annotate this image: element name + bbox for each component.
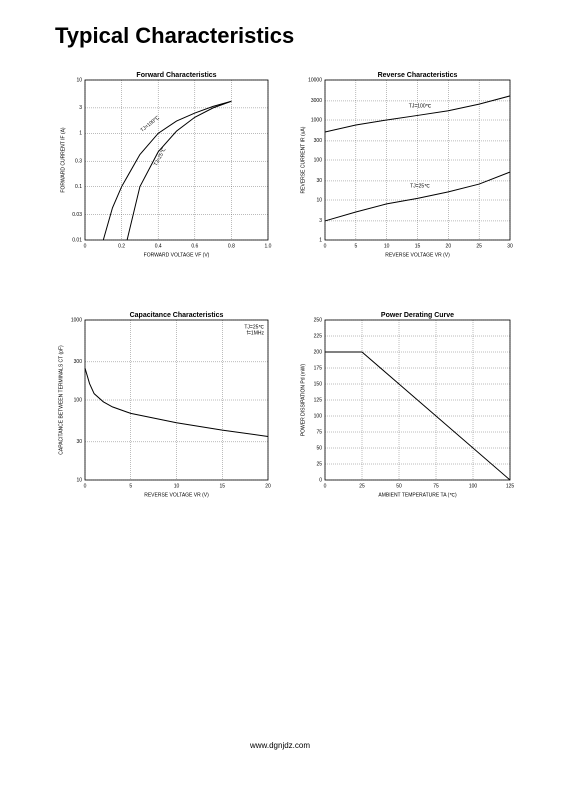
data-line [325,351,511,481]
x-axis-label: FORWARD VOLTAGE VF (V) [144,252,210,258]
x-tick-label: 0 [324,243,327,249]
y-tick-label: 10 [76,477,82,483]
data-line [126,100,232,241]
y-tick-label: 0.03 [72,212,82,218]
y-tick-label: 200 [314,349,323,355]
y-tick-label: 1 [319,237,322,243]
x-axis-label: REVERSE VOLTAGE VR (V) [144,492,209,498]
x-tick-label: 10 [174,483,180,489]
y-axis-label: REVERSE CURRENT IR (uA) [300,126,306,193]
annotation: f=1MHz [247,330,265,336]
plot-frame [84,79,269,241]
y-tick-label: 30 [316,178,322,184]
x-axis-label: REVERSE VOLTAGE VR (V) [385,252,450,258]
y-tick-label: 100 [314,413,323,419]
y-axis-label: FORWARD CURRENT IF (A) [60,127,66,193]
x-tick-label: 5 [129,483,132,489]
y-axis-label: CAPACITANCE BETWEEN TERMINALS CT (pF) [58,345,64,455]
y-tick-label: 10000 [308,77,322,83]
x-tick-label: 0 [324,483,327,489]
y-tick-label: 25 [316,461,322,467]
annotation: TJ=25℃ [244,324,264,330]
y-tick-label: 125 [314,397,323,403]
plot-frame [324,79,511,241]
x-tick-label: 10 [384,243,390,249]
y-tick-label: 75 [316,429,322,435]
y-tick-label: 3000 [311,98,322,104]
y-tick-label: 3 [79,105,82,111]
y-tick-label: 0.3 [75,159,82,165]
y-tick-label: 225 [314,333,323,339]
y-tick-label: 50 [316,445,322,451]
x-axis-label: AMBIENT TEMPERATURE TA (℃) [378,492,457,498]
x-tick-label: 0.2 [118,243,125,249]
x-tick-label: 100 [469,483,478,489]
y-tick-label: 1000 [311,117,322,123]
page-title: Typical Characteristics [55,23,294,48]
y-tick-label: 150 [314,381,323,387]
x-tick-label: 25 [476,243,482,249]
x-tick-label: 0.6 [191,243,198,249]
y-tick-label: 175 [314,365,323,371]
y-tick-label: 3 [319,218,322,224]
y-tick-label: 250 [314,317,323,323]
x-tick-label: 0 [84,243,87,249]
y-tick-label: 300 [314,138,323,144]
y-tick-label: 10 [76,77,82,83]
data-line [324,171,511,222]
footer: www.dgnjdz.com [249,741,310,750]
y-tick-label: 0.1 [75,184,82,190]
x-tick-label: 50 [396,483,402,489]
y-tick-label: 300 [74,359,83,365]
x-tick-label: 0.8 [228,243,235,249]
y-tick-label: 0.01 [72,237,82,243]
y-tick-label: 0 [319,477,322,483]
chart-title: Capacitance Characteristics [130,312,224,319]
data-line [102,100,232,241]
x-tick-label: 15 [219,483,225,489]
chart-title: Power Derating Curve [381,312,454,319]
plot-frame [84,319,269,481]
y-tick-label: 1 [79,131,82,137]
x-tick-label: 1.0 [265,243,272,249]
data-line [324,95,511,133]
chart-title: Reverse Characteristics [378,72,458,79]
data-line [84,368,269,437]
x-tick-label: 25 [359,483,365,489]
x-tick-label: 5 [354,243,357,249]
x-tick-label: 30 [507,243,513,249]
x-tick-label: 20 [265,483,271,489]
y-tick-label: 1000 [71,317,82,323]
y-tick-label: 100 [74,397,83,403]
x-tick-label: 75 [433,483,439,489]
x-tick-label: 20 [446,243,452,249]
plot-frame [324,319,511,481]
x-tick-label: 15 [415,243,421,249]
curve-label: TJ=100℃ [409,103,432,109]
curve-label: TJ=25℃ [410,183,430,189]
x-tick-label: 0 [84,483,87,489]
y-tick-label: 30 [76,439,82,445]
chart-title: Forward Characteristics [136,72,216,79]
x-tick-label: 0.4 [155,243,162,249]
y-axis-label: POWER DISSIPATION Pd (mW) [300,364,306,437]
y-tick-label: 10 [316,197,322,203]
y-tick-label: 100 [314,157,323,163]
x-tick-label: 125 [506,483,515,489]
